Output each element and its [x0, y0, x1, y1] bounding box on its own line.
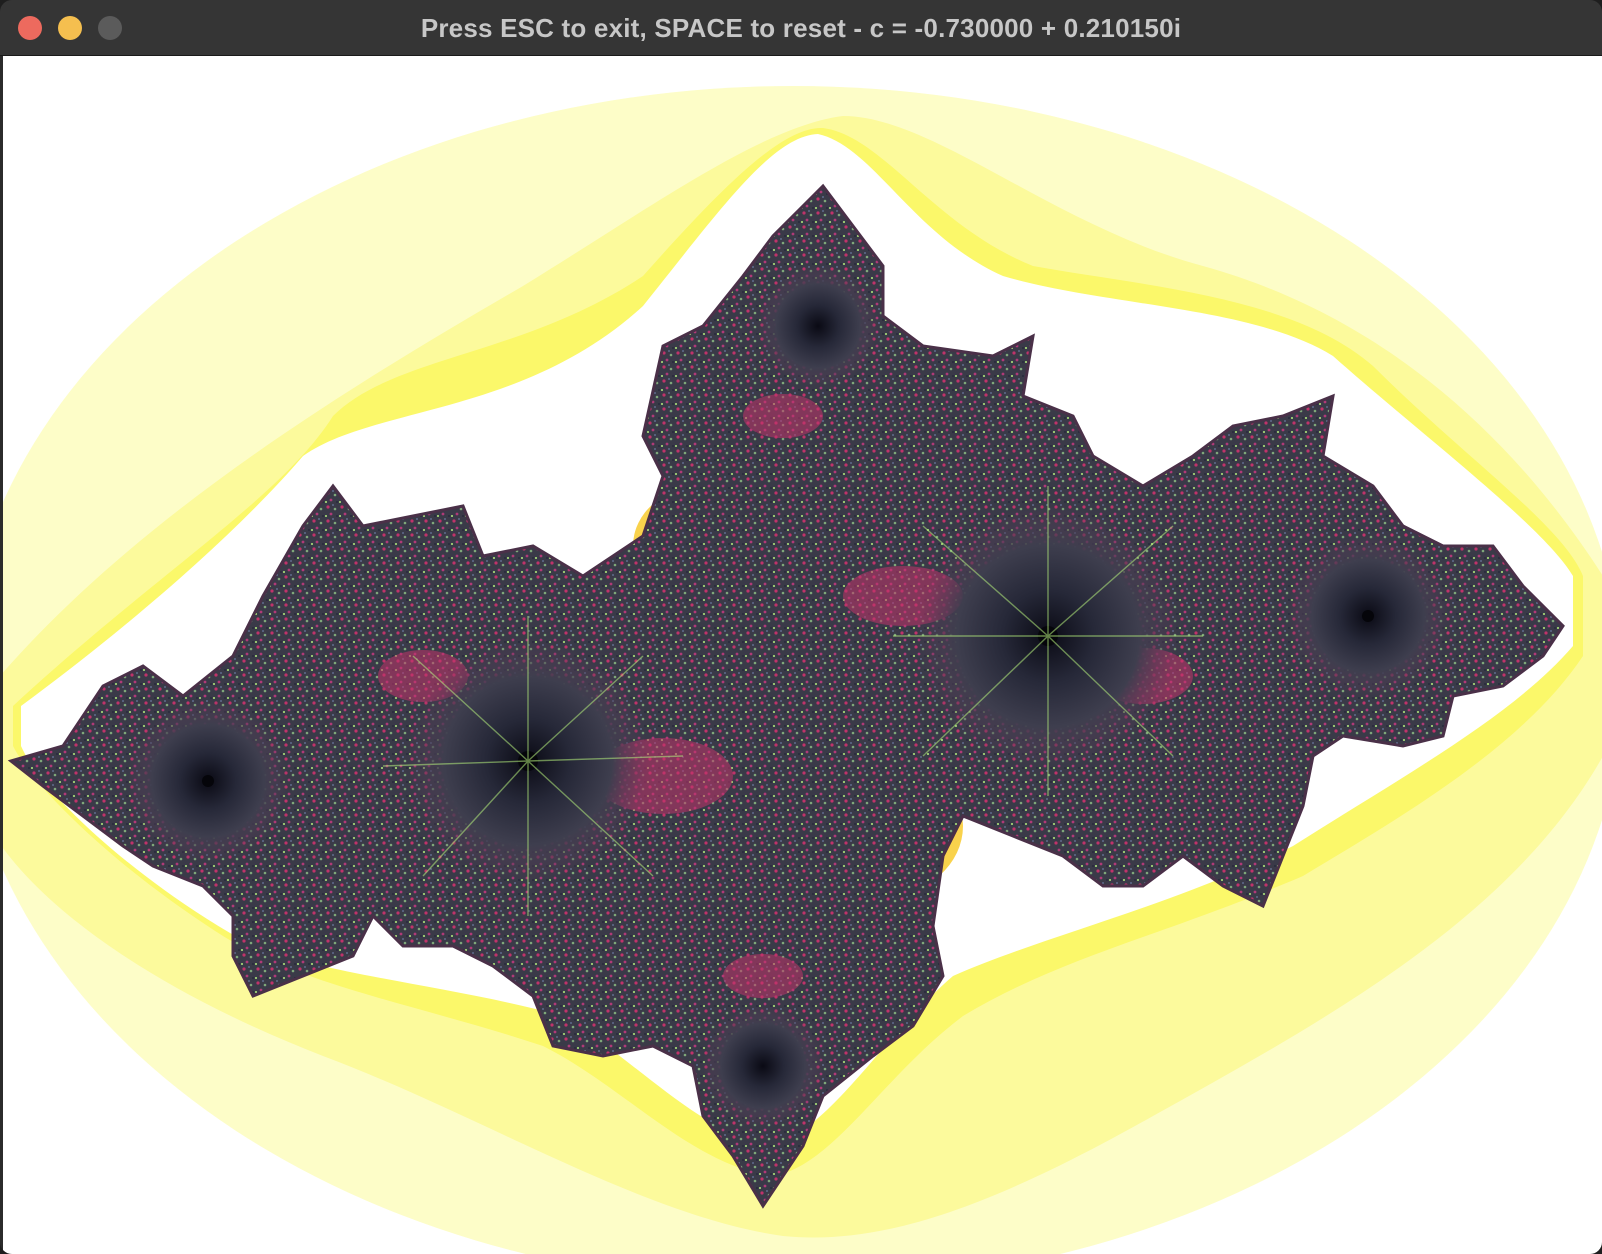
close-window-button[interactable]: [18, 16, 42, 40]
minimize-window-button[interactable]: [58, 16, 82, 40]
title-bar[interactable]: Press ESC to exit, SPACE to reset - c = …: [0, 0, 1602, 56]
fractal-canvas[interactable]: [3, 56, 1602, 1254]
julia-set-render: [3, 86, 1602, 1254]
window-title: Press ESC to exit, SPACE to reset - c = …: [420, 13, 1182, 43]
zoom-window-button[interactable]: [98, 16, 122, 40]
julia-body: [7, 183, 1565, 1209]
radial-filaments: [382, 486, 1203, 916]
